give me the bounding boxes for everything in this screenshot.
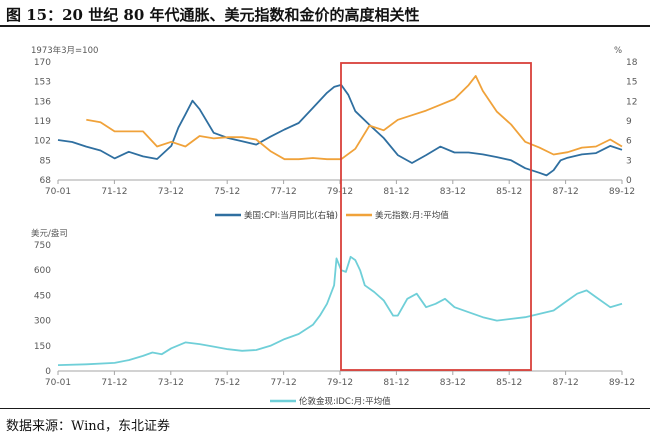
top-y-tick-label: 170	[34, 58, 51, 68]
figure-title: 图 15：20 世纪 80 年代通胀、美元指数和金价的高度相关性	[6, 6, 420, 24]
top-y-tick-label: 85	[40, 156, 51, 166]
bottom-y-tick-label: 0	[45, 367, 51, 377]
bottom-x-tick-label: 89-12	[609, 378, 635, 388]
top-y-tick-label: 153	[34, 78, 51, 88]
bottom-x-tick-label: 85-12	[496, 378, 522, 388]
source-divider	[0, 408, 650, 409]
top-y-tick-label: 136	[34, 97, 51, 107]
top-x-tick-label: 77-12	[271, 187, 297, 197]
top-x-tick-label: 89-12	[609, 187, 635, 197]
top-y-tick-label: 68	[40, 176, 52, 186]
top-right-tick-label: 9	[626, 117, 632, 127]
data-source: 数据来源：Wind，东北证券	[6, 419, 170, 434]
top-right-tick-label: 3	[626, 156, 632, 166]
top-x-tick-label: 85-12	[496, 187, 522, 197]
top-x-tick-label: 83-12	[440, 187, 466, 197]
top-right-tick-label: 18	[626, 58, 638, 68]
top-x-tick-label: 87-12	[553, 187, 579, 197]
figure-title-bar: 图 15：20 世纪 80 年代通胀、美元指数和金价的高度相关性	[0, 0, 650, 27]
top-x-tick-label: 79-12	[327, 187, 353, 197]
top-y-tick-label: 102	[34, 137, 51, 147]
top-right-axis-unit: %	[614, 46, 622, 56]
top-y-tick-label: 119	[34, 117, 51, 127]
bottom-x-tick-label: 83-12	[440, 378, 466, 388]
top-series-line-1	[57, 84, 623, 177]
top-right-tick-label: 15	[626, 78, 637, 88]
top-x-tick-label: 75-12	[214, 187, 240, 197]
top-x-tick-label: 73-12	[158, 187, 184, 197]
top-series-line-2	[86, 75, 623, 161]
top-x-tick-label: 81-12	[383, 187, 409, 197]
top-x-tick-label: 70-01	[45, 187, 71, 197]
bottom-y-tick-label: 450	[34, 291, 51, 301]
bottom-x-tick-label: 77-12	[271, 378, 297, 388]
legend-label-cpi: 美国:CPI:当月同比(右轴)	[244, 210, 338, 221]
top-right-tick-label: 6	[626, 137, 632, 147]
top-right-tick-label: 12	[626, 97, 637, 107]
bottom-x-tick-label: 75-12	[214, 378, 240, 388]
bottom-series-line-1	[57, 255, 623, 366]
bottom-left-axis-unit: 美元/盎司	[31, 228, 68, 239]
top-x-tick-label: 71-12	[101, 187, 127, 197]
top-right-tick-label: 0	[626, 176, 632, 186]
legend-label-gold: 伦敦金现:IDC:月:平均值	[299, 396, 391, 407]
bottom-y-tick-label: 150	[34, 342, 51, 352]
bottom-x-tick-label: 81-12	[383, 378, 409, 388]
bottom-y-tick-label: 750	[34, 241, 51, 251]
bottom-y-tick-label: 600	[34, 266, 51, 276]
highlight-box	[340, 62, 532, 371]
bottom-y-tick-label: 300	[34, 317, 51, 327]
bottom-x-tick-label: 71-12	[101, 378, 127, 388]
legend-label-dxy: 美元指数:月:平均值	[375, 210, 449, 221]
top-left-axis-unit: 1973年3月=100	[31, 45, 98, 56]
bottom-x-tick-label: 70-01	[45, 378, 71, 388]
bottom-x-tick-label: 73-12	[158, 378, 184, 388]
bottom-x-tick-label: 79-12	[327, 378, 353, 388]
bottom-x-tick-label: 87-12	[553, 378, 579, 388]
